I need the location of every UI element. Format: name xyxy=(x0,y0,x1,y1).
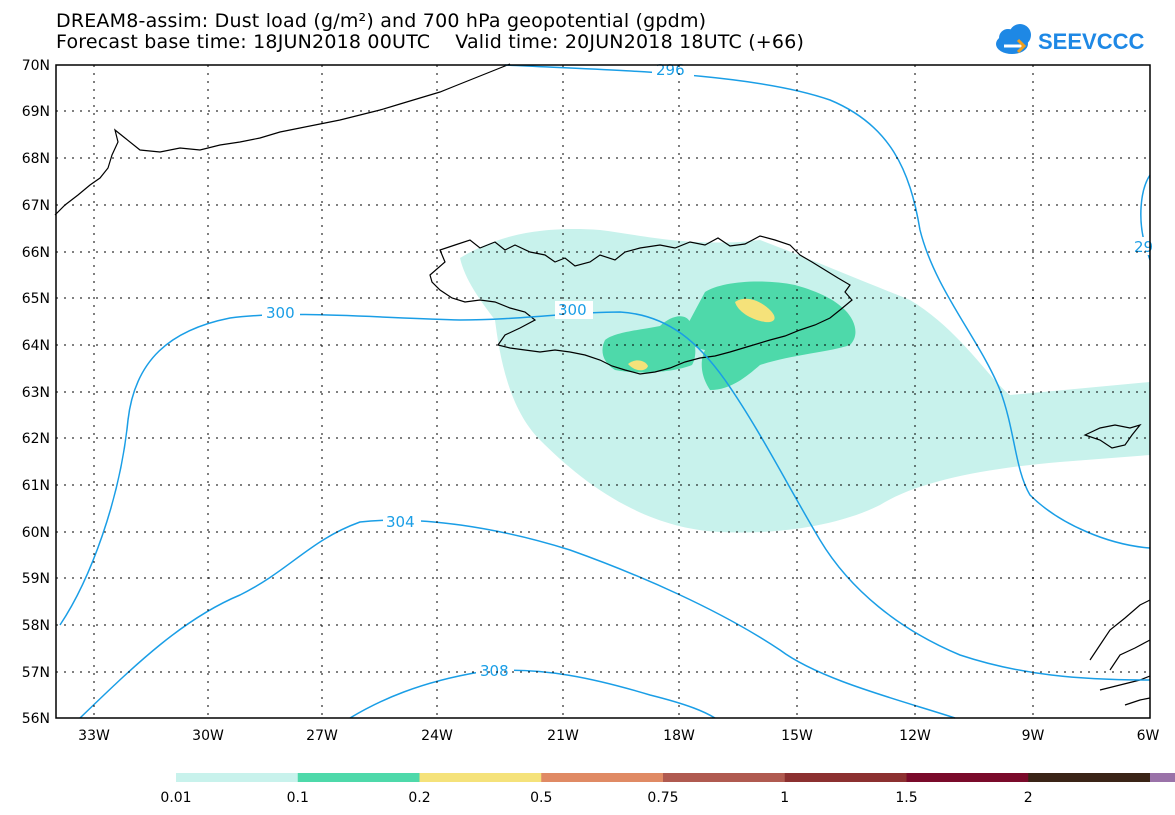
lat-label: 57N xyxy=(22,665,50,681)
legend-swatch xyxy=(297,773,420,782)
lon-label: 24W xyxy=(421,728,453,744)
lon-label: 18W xyxy=(663,728,695,744)
legend-swatch xyxy=(176,773,299,782)
lat-label: 67N xyxy=(22,198,50,214)
color-legend: 0.01 0.1 0.2 0.5 0.75 1 1.5 2 xyxy=(160,773,1175,806)
lon-label: 21W xyxy=(547,728,579,744)
legend-tick-label: 0.2 xyxy=(408,790,430,806)
legend-tick-label: 0.75 xyxy=(647,790,678,806)
dust-area-02-b xyxy=(628,360,648,371)
legend-tick-label: 2 xyxy=(1024,790,1033,806)
lat-label: 60N xyxy=(22,525,50,541)
lat-label: 64N xyxy=(22,338,50,354)
lon-label: 6W xyxy=(1137,728,1160,744)
legend-tick-label: 0.1 xyxy=(287,790,309,806)
dust-area-01-a xyxy=(685,281,856,390)
faroe-islands xyxy=(1083,423,1142,449)
lat-label: 59N xyxy=(22,571,50,587)
dust-area-001 xyxy=(460,229,1150,533)
lat-label: 58N xyxy=(22,618,50,634)
legend-swatch xyxy=(541,773,664,782)
lat-label: 63N xyxy=(22,385,50,401)
dust-area-02-a xyxy=(735,298,775,323)
contour-label-308: 308 xyxy=(480,662,509,680)
latitude-axis: 70N 69N 68N 67N 66N 65N 64N 63N 62N 61N … xyxy=(22,58,50,727)
legend-swatch xyxy=(906,773,1029,782)
logo-text: SEEVCCC xyxy=(1038,29,1144,54)
contour-label-300-east: 300 xyxy=(558,301,587,319)
contour-label-296: 296 xyxy=(656,61,685,79)
seevccc-logo: SEEVCCC xyxy=(996,24,1144,54)
lat-label: 70N xyxy=(22,58,50,74)
legend-swatch xyxy=(1028,773,1151,782)
lat-label: 68N xyxy=(22,151,50,167)
lat-label: 56N xyxy=(22,711,50,727)
lat-label: 66N xyxy=(22,245,50,261)
scotland-coastline xyxy=(1089,599,1151,706)
lat-label: 65N xyxy=(22,291,50,307)
legend-swatch xyxy=(419,773,542,782)
legend-tick-label: 1.5 xyxy=(895,790,917,806)
contour-308 xyxy=(349,669,716,719)
contour-label-304: 304 xyxy=(386,513,415,531)
map-title-line1: DREAM8-assim: Dust load (g/m²) and 700 h… xyxy=(56,10,707,32)
lon-label: 27W xyxy=(306,728,338,744)
legend-tick-label: 0.5 xyxy=(530,790,552,806)
legend-tick-label: 1 xyxy=(780,790,789,806)
lon-label: 15W xyxy=(781,728,813,744)
lon-label: 33W xyxy=(78,728,110,744)
contour-300 xyxy=(59,311,1151,681)
lon-label: 9W xyxy=(1022,728,1045,744)
longitude-axis: 33W 30W 27W 24W 21W 18W 15W 12W 9W 6W xyxy=(78,728,1159,744)
map-frame xyxy=(55,64,1151,719)
geopotential-contours xyxy=(59,64,1151,719)
contour-label-29: 29 xyxy=(1134,238,1153,256)
lat-label: 61N xyxy=(22,478,50,494)
contour-label-300-west: 300 xyxy=(266,304,295,322)
legend-swatch xyxy=(1150,773,1175,782)
cloud-icon xyxy=(996,24,1031,54)
map-title-line2: Forecast base time: 18JUN2018 00UTC Vali… xyxy=(56,31,805,53)
dust-area-01-b xyxy=(602,316,696,373)
contour-304 xyxy=(79,519,956,719)
lat-label: 69N xyxy=(22,104,50,120)
legend-tick-label: 0.01 xyxy=(160,790,191,806)
greenland-coastline xyxy=(54,63,511,216)
legend-swatch xyxy=(784,773,907,782)
contour-296 xyxy=(504,64,1151,549)
graticule xyxy=(56,65,1150,718)
lon-label: 12W xyxy=(899,728,931,744)
lat-label: 62N xyxy=(22,431,50,447)
lon-label: 30W xyxy=(192,728,224,744)
legend-swatch xyxy=(663,773,786,782)
